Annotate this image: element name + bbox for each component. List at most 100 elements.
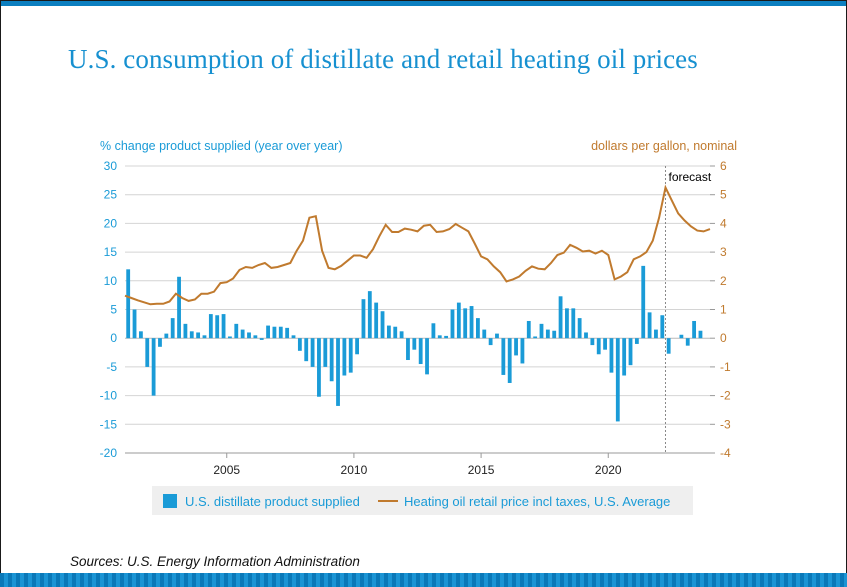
bar-series xyxy=(125,265,710,422)
right-tick-label: 1 xyxy=(720,303,727,317)
bar xyxy=(488,338,493,346)
bar xyxy=(558,296,563,339)
left-tick-label: 0 xyxy=(110,331,117,345)
bar xyxy=(603,338,607,350)
right-tick-label: 3 xyxy=(720,245,727,259)
bar xyxy=(679,334,684,339)
legend-background xyxy=(152,486,693,515)
bar xyxy=(285,327,290,339)
bar xyxy=(317,338,321,397)
right-tick-label: -1 xyxy=(720,360,731,374)
bar xyxy=(526,320,531,339)
bar xyxy=(545,329,550,339)
bar xyxy=(202,335,207,339)
bar xyxy=(431,323,436,339)
bar xyxy=(399,331,404,339)
gridlines xyxy=(125,165,710,454)
x-tick-label: 2010 xyxy=(341,463,368,477)
bar xyxy=(253,335,258,339)
bar xyxy=(584,332,588,339)
bar xyxy=(577,318,582,339)
bar xyxy=(336,338,340,406)
bar xyxy=(386,325,391,339)
bar xyxy=(476,318,480,339)
bar xyxy=(634,338,639,344)
bar xyxy=(240,329,245,339)
right-tick-label: -4 xyxy=(720,446,731,460)
right-axis-label: dollars per gallon, nominal xyxy=(591,139,737,153)
left-tick-label: 25 xyxy=(104,188,118,202)
bar xyxy=(355,338,359,355)
bar xyxy=(183,323,188,339)
right-axis-ticks: 6 5 4 3 2 1 0 -1 -2 -3 -4 xyxy=(710,159,731,460)
bar xyxy=(189,331,194,339)
right-tick-label: 0 xyxy=(720,331,727,345)
bar xyxy=(552,330,557,339)
bar xyxy=(437,335,442,339)
bar xyxy=(501,338,506,375)
left-axis-label: % change product supplied (year over yea… xyxy=(100,139,343,153)
bar xyxy=(692,320,697,339)
left-tick-label: 20 xyxy=(104,216,118,230)
bar xyxy=(615,338,620,422)
x-tick-label: 2020 xyxy=(595,463,622,477)
left-tick-label: 15 xyxy=(104,245,118,259)
left-tick-label: -10 xyxy=(100,389,118,403)
bar xyxy=(170,318,175,339)
bar xyxy=(132,309,137,339)
bar xyxy=(380,311,385,339)
bar xyxy=(138,331,143,339)
bar xyxy=(272,326,277,339)
bar xyxy=(247,332,251,339)
price-line xyxy=(124,184,711,306)
bar xyxy=(418,338,423,365)
bar xyxy=(393,326,398,339)
top-accent-rule xyxy=(0,0,847,6)
bar xyxy=(647,312,652,339)
right-tick-label: -3 xyxy=(720,417,731,431)
bar xyxy=(425,338,429,375)
bar xyxy=(444,335,449,339)
bar xyxy=(482,329,487,339)
bar xyxy=(221,314,226,339)
bar xyxy=(234,323,239,339)
slide-title: U.S. consumption of distillate and retai… xyxy=(68,44,698,74)
bar xyxy=(196,332,201,339)
legend-bar-swatch xyxy=(163,494,177,508)
bar xyxy=(654,329,658,339)
bar xyxy=(329,338,334,382)
legend-bar-label: U.S. distillate product supplied xyxy=(185,494,360,509)
legend: U.S. distillate product supplied Heating… xyxy=(152,486,693,515)
bar xyxy=(323,338,328,367)
bar xyxy=(533,336,538,339)
bar xyxy=(628,338,633,366)
bar xyxy=(609,338,614,373)
bar xyxy=(145,338,150,367)
bar xyxy=(406,338,410,361)
bar xyxy=(622,338,627,376)
bar xyxy=(215,315,220,339)
bar xyxy=(342,338,347,376)
bar xyxy=(266,325,270,339)
bar xyxy=(565,308,569,339)
bar xyxy=(571,308,576,339)
right-tick-label: 5 xyxy=(720,188,727,202)
right-tick-label: -2 xyxy=(720,389,731,403)
bottom-accent-band xyxy=(0,573,847,587)
bar xyxy=(539,323,544,339)
bar xyxy=(514,338,518,356)
bar xyxy=(208,314,213,339)
bar xyxy=(596,338,601,355)
bar xyxy=(450,309,455,339)
source-note: Sources: U.S. Energy Information Adminis… xyxy=(70,554,360,569)
right-tick-label: 2 xyxy=(720,274,727,288)
left-tick-label: -20 xyxy=(100,446,118,460)
bar xyxy=(641,265,646,339)
left-tick-label: 5 xyxy=(110,303,117,317)
bar xyxy=(507,338,512,383)
bar xyxy=(228,336,232,339)
bar xyxy=(361,299,366,339)
bar xyxy=(374,302,379,339)
bar xyxy=(495,333,499,339)
